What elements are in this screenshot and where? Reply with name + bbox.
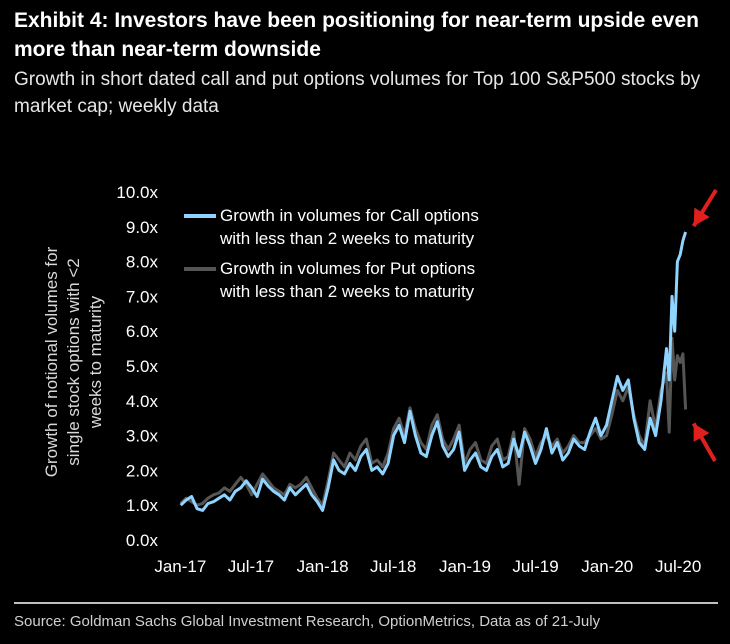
x-tick-label: Jul-18 [370, 557, 416, 576]
y-axis: 0.0x 1.0x 2.0x 3.0x 4.0x 5.0x 6.0x 7.0x 8.0x 9.0x… [116, 183, 158, 550]
arrow-call-icon [691, 188, 718, 228]
y-tick-label: 4.0x [126, 392, 159, 411]
x-tick-label: Jul-19 [512, 557, 558, 576]
put-series-line [179, 336, 688, 507]
y-tick-label: 10.0x [116, 183, 158, 202]
y-tick-label: 5.0x [126, 357, 159, 376]
x-tick-label: Jan-17 [154, 557, 206, 576]
chart-subtitle: Growth in short dated call and put optio… [14, 69, 701, 117]
x-tick-label: Jan-18 [297, 557, 349, 576]
footer-divider [14, 602, 718, 604]
x-tick-label: Jan-19 [439, 557, 491, 576]
x-tick-label: Jul-20 [655, 557, 701, 576]
y-tick-label: 3.0x [126, 427, 159, 446]
y-axis-label: Growth of notional volumes for single sto… [42, 246, 105, 477]
chart-title: Exhibit 4: Investors have been positioni… [14, 9, 699, 61]
line-chart: 0.0x 1.0x 2.0x 3.0x 4.0x 5.0x 6.0x 7.0x 8.0x 9.0x… [42, 183, 718, 576]
source-note: Source: Goldman Sachs Global Investment … [14, 613, 601, 630]
legend-put-label: Growth in volumes for Put options with le… [219, 259, 475, 301]
y-tick-label: 1.0x [126, 496, 159, 515]
x-axis: Jan-17 Jul-17 Jan-18 Jul-18 Jan-19 Jul-19 Jan-… [154, 557, 701, 576]
y-tick-label: 0.0x [126, 531, 159, 550]
legend: Growth in volumes for Call options with l… [184, 206, 479, 301]
annotations [691, 188, 718, 462]
y-tick-label: 7.0x [126, 287, 159, 306]
series-layer [179, 231, 688, 512]
y-tick-label: 8.0x [126, 253, 159, 272]
x-tick-label: Jul-17 [228, 557, 274, 576]
arrow-put-icon [691, 422, 717, 462]
y-tick-label: 9.0x [126, 218, 159, 237]
y-tick-label: 2.0x [126, 461, 159, 480]
x-tick-label: Jan-20 [581, 557, 633, 576]
legend-call-label: Growth in volumes for Call options with l… [219, 206, 479, 248]
y-tick-label: 6.0x [126, 322, 159, 341]
call-series-line [179, 231, 688, 512]
